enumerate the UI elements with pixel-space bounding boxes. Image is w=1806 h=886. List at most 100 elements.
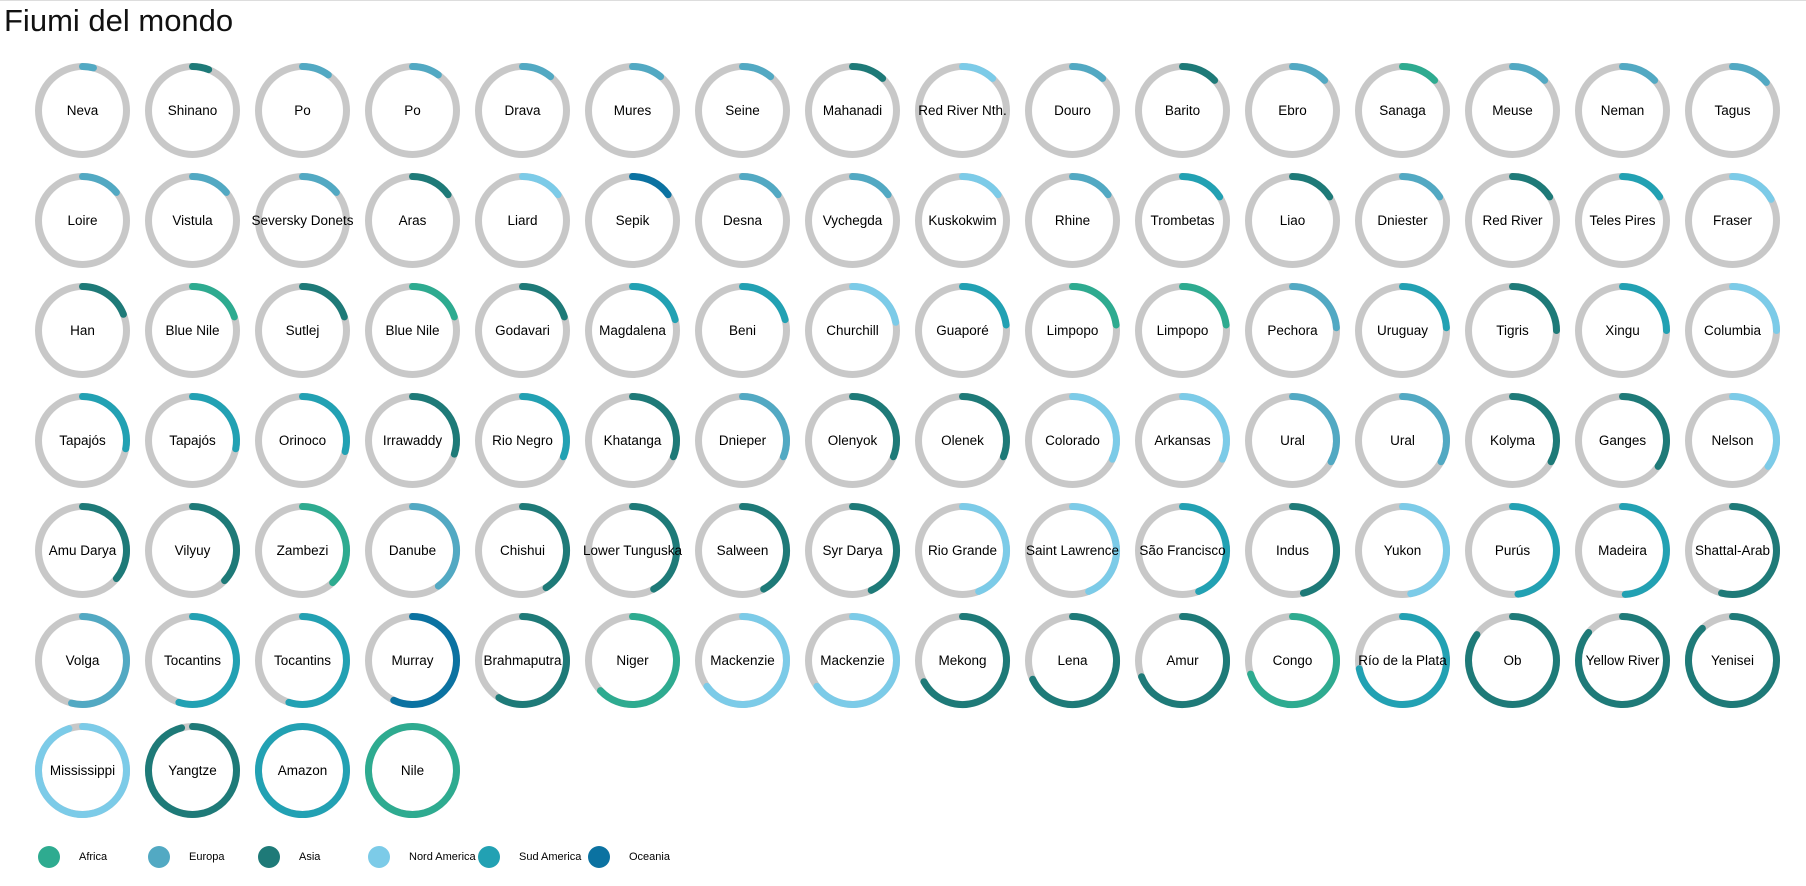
river-donut: Limpopo [1025,283,1120,378]
river-donut: Vistula [145,173,240,268]
donut-arc [299,173,340,196]
legend-swatch [478,846,500,868]
legend-item: Sud America [478,846,582,868]
river-donut: Ebro [1245,63,1340,158]
river-label: Neman [1601,103,1645,118]
river-donut: Yenisei [1685,613,1780,708]
river-donut: Blue Nile [145,283,240,378]
river-donut: Brahmaputra [475,613,570,708]
donut-arc [79,173,120,196]
river-label: Ob [1503,653,1521,668]
legend-item: Europa [148,846,225,868]
legend-label: Asia [299,851,321,863]
donut-arc [629,173,672,199]
donut-arc [1509,393,1560,466]
river-donut: Pechora [1245,283,1340,378]
donut-arc [1619,503,1670,598]
river-donut: Ob [1465,613,1560,708]
river-label: Beni [729,323,756,338]
river-donut: Limpopo [1135,283,1230,378]
river-label: Shinano [168,103,218,118]
river-donut: Congo [1245,613,1340,708]
donut-arc [519,173,562,199]
donut-arc [299,63,332,79]
river-label: Amu Darya [49,543,117,558]
river-donut: Tigris [1465,283,1560,378]
donut-arc [189,283,238,321]
donut-arc [1399,503,1450,598]
river-label: Tapajós [59,433,106,448]
river-label: Amazon [278,763,328,778]
river-donut: Ganges [1575,393,1670,488]
river-label: Uruguay [1377,323,1428,338]
river-label: Olenek [941,433,984,448]
donut-arc [189,503,240,585]
river-label: Limpopo [1157,323,1209,338]
donut-arc [1729,63,1770,86]
donut-arc [1399,63,1439,84]
river-donut: Uruguay [1355,283,1450,378]
river-donut: Olenyok [805,393,900,488]
river-donut: Rio Grande [915,503,1010,598]
chart-title: Fiumi del mondo [4,3,234,38]
river-label: Dniester [1377,213,1428,228]
river-donut: Saint Lawrence [1025,503,1120,598]
donut-arc [1289,283,1340,332]
river-label: Magdalena [599,323,666,338]
river-label: Sutlej [286,323,320,338]
donut-arc [1289,173,1334,201]
donut-arc [1729,393,1780,470]
donut-arc [739,503,791,593]
donut-arc [1399,393,1450,466]
donut-arc [285,613,350,708]
river-donut: Irrawaddy [365,393,460,488]
river-label: Shattal-Arab [1695,543,1770,558]
river-label: Arkansas [1154,433,1211,448]
river-donut: Shattal-Arab [1685,503,1780,598]
donut-arc [959,283,1010,329]
donut-arc [1619,173,1664,201]
river-donut: Ural [1245,393,1340,488]
donut-arc [1029,613,1120,708]
donut-arc [1729,173,1775,203]
river-label: Sepik [616,213,650,228]
river-donut: Indus [1245,503,1341,598]
legend-label: Africa [79,851,108,863]
river-donut: Xingu [1575,283,1670,378]
river-label: Rio Grande [928,543,997,558]
donut-arc [1069,173,1112,199]
river-donut: Trombetas [1135,173,1230,268]
river-label: São Francisco [1139,543,1225,558]
river-label: Mures [614,103,652,118]
river-donut: Red River Nth. [915,63,1010,158]
donut-arc [1179,503,1230,595]
river-donut: Shinano [145,63,240,158]
donut-arc [519,503,570,592]
river-donut: Po [255,63,350,158]
donut-arc [1575,613,1670,708]
river-donut: Vilyuy [145,503,240,598]
river-label: Godavari [495,323,550,338]
river-donut: Churchill [805,283,900,378]
river-donut: Drava [475,63,570,158]
river-donut: Salween [695,503,791,598]
donut-arc [409,393,460,458]
river-donut: Rhine [1025,173,1120,268]
river-label: Danube [389,543,436,558]
river-donut: Dniester [1355,173,1450,268]
river-donut: Desna [695,173,790,268]
donut-arc [1355,613,1450,708]
river-donut: Godavari [475,283,570,378]
river-label: Desna [723,213,763,228]
donut-arc [1619,283,1670,334]
donut-arc [255,723,350,818]
river-label: Syr Darya [822,543,883,558]
donut-arc [1509,173,1554,201]
river-label: Drava [504,103,541,118]
donut-arc [365,723,460,818]
river-label: Seversky Donets [251,213,353,228]
river-donut: Meuse [1465,63,1560,158]
donut-arc [920,613,1010,708]
river-label: Brahmaputra [483,653,562,668]
